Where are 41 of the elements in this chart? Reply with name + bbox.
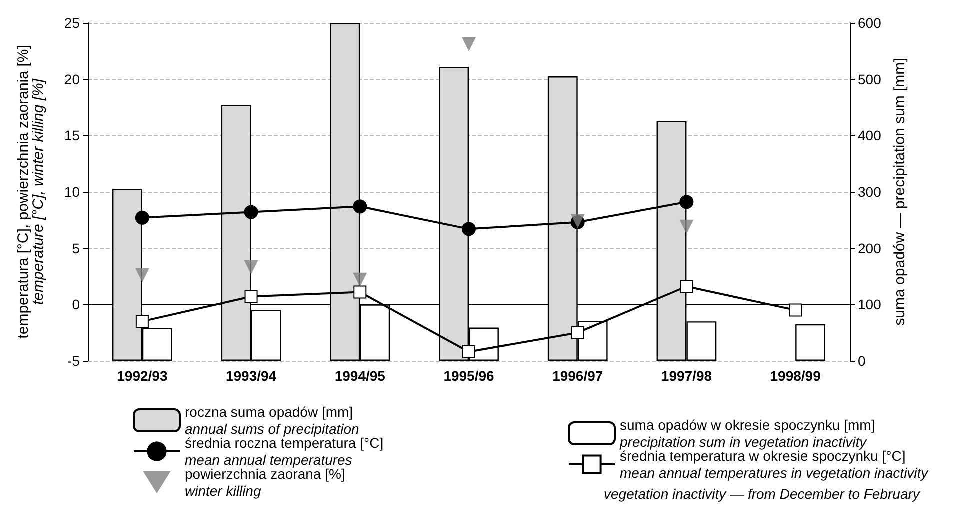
point xyxy=(571,326,584,340)
x-tick-label: 1993/94 xyxy=(226,368,277,384)
y2-tick-label: 0 xyxy=(858,353,866,369)
point xyxy=(680,195,694,210)
point xyxy=(680,220,694,234)
y2-axis-title: suma opadów — precipitation sum [mm] xyxy=(891,58,908,326)
y2-tick-label: 400 xyxy=(858,128,882,144)
point xyxy=(244,205,258,220)
text: vegetation inactivity — from December to February xyxy=(604,486,921,502)
y2-tick-label: 600 xyxy=(858,15,882,31)
x-tick-label: 1998/99 xyxy=(770,368,822,384)
point xyxy=(244,290,258,304)
y-tick-label: -5 xyxy=(68,353,80,369)
y-tick-label: 25 xyxy=(64,15,80,31)
point xyxy=(353,272,368,287)
x-tick-label: 1992/93 xyxy=(117,368,168,384)
point xyxy=(353,200,368,214)
point xyxy=(680,280,694,294)
x-tick-label: 1997/98 xyxy=(661,368,712,384)
point xyxy=(462,222,476,236)
point xyxy=(462,37,476,52)
y-tick-label: 0 xyxy=(72,296,80,313)
point xyxy=(136,315,149,328)
point xyxy=(244,260,258,274)
y-axis-title: temperatura [°C], powierzchnia zaorania [%] temperature [°C], winter killing [%] xyxy=(15,45,47,339)
point xyxy=(354,286,367,299)
point xyxy=(135,210,150,225)
y-tick-label: 5 xyxy=(72,240,80,256)
y-tick-label: 15 xyxy=(64,128,80,144)
y-tick-label: 10 xyxy=(64,184,80,200)
bar xyxy=(796,324,826,361)
x-tick-label: 1995/96 xyxy=(444,368,495,384)
y2-tick-label: 200 xyxy=(858,240,882,256)
y-tick-label: 20 xyxy=(64,71,80,88)
y2-tick-label: 100 xyxy=(858,296,882,313)
x-tick-label: 1996/97 xyxy=(552,368,604,384)
y2-tick-label: 500 xyxy=(858,71,882,88)
point xyxy=(462,345,476,358)
point xyxy=(135,268,150,282)
y2-tick-label: 300 xyxy=(858,184,882,200)
x-tick-label: 1994/95 xyxy=(334,368,386,384)
